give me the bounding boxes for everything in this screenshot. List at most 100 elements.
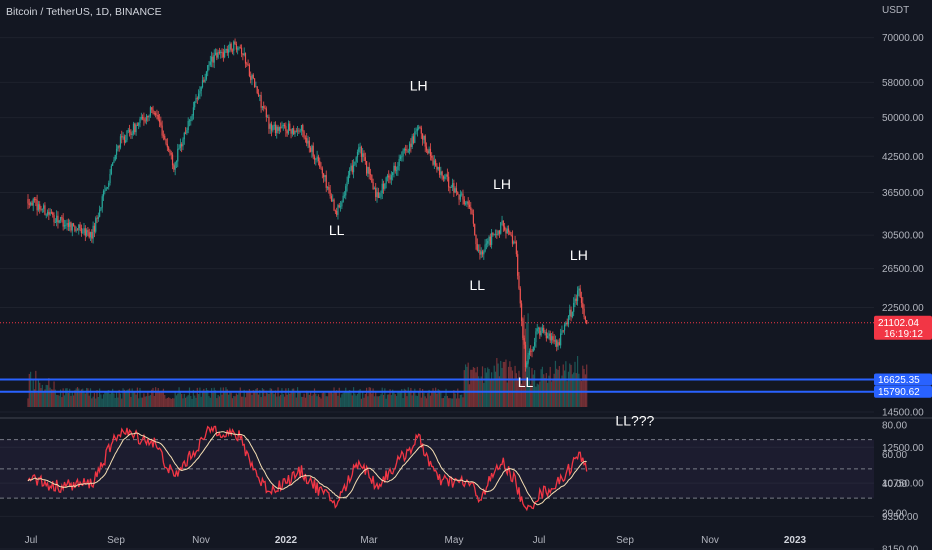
price-axis[interactable]: 70000.00 58000.00 50000.00 42500.00 36500.00… — [874, 33, 932, 550]
volume-bar — [217, 395, 219, 407]
candle-body — [433, 160, 435, 165]
candle-body — [500, 222, 502, 234]
candle-body — [157, 114, 159, 120]
volume-bar — [161, 390, 163, 407]
volume-bar — [375, 392, 377, 407]
candle-body — [147, 115, 149, 118]
volume-bar — [178, 387, 180, 407]
volume-bar — [268, 393, 270, 407]
volume-bar — [28, 373, 30, 407]
candle-body — [127, 130, 129, 132]
volume-bar — [472, 367, 474, 407]
candle-body — [481, 251, 484, 255]
candle-body — [303, 131, 305, 138]
candle-body — [40, 209, 42, 211]
candle-body — [158, 119, 161, 123]
candle-body — [143, 118, 145, 121]
volume-bar — [222, 387, 224, 407]
candle-body — [583, 308, 585, 317]
candle-body — [432, 157, 434, 165]
volume-bar — [319, 396, 321, 407]
candle-body — [227, 49, 230, 53]
candle-body — [113, 160, 115, 163]
candle-body — [194, 101, 196, 108]
volume-bar — [402, 398, 404, 407]
candle-body — [274, 124, 277, 134]
horizontal-levels[interactable] — [0, 378, 874, 393]
candle-body — [493, 234, 495, 236]
candle-body — [408, 143, 411, 151]
volume-bar — [31, 392, 33, 407]
volume-bar — [539, 381, 541, 407]
candle-body — [311, 145, 313, 152]
volume-bar — [586, 364, 588, 407]
candle-body — [177, 148, 179, 162]
candle-body — [578, 288, 580, 291]
candle-body — [33, 198, 36, 200]
time-axis[interactable]: Jul Sep Nov 2022 Mar May Jul Sep Nov 2023 — [25, 535, 807, 546]
volume-bar — [227, 394, 230, 407]
candle-body — [514, 241, 516, 243]
candle-body — [174, 162, 176, 170]
candle-body — [57, 215, 59, 223]
volume-bar — [43, 391, 45, 407]
annotation-label: LH — [410, 78, 428, 94]
candle-body — [310, 147, 312, 152]
candle-body — [192, 107, 194, 116]
candle-body — [104, 190, 106, 192]
candle-body — [178, 147, 180, 149]
level-price-tag — [874, 373, 932, 386]
candle-body — [218, 51, 221, 54]
candle-body — [403, 148, 405, 151]
time-tick-label: Sep — [107, 535, 125, 546]
price-tick-label: 12500.00 — [882, 443, 924, 454]
candle-body — [41, 208, 43, 210]
candle-body — [345, 186, 347, 196]
candle-body — [414, 131, 416, 143]
candle-body — [267, 116, 269, 118]
candle-body — [489, 236, 491, 245]
candle-body — [243, 53, 245, 56]
volume-bar — [117, 397, 119, 407]
candle-body — [549, 333, 551, 341]
candle-body — [584, 316, 586, 321]
volume-bar — [580, 381, 583, 407]
candle-body — [126, 130, 128, 141]
volume-bar — [453, 390, 455, 407]
candle-body — [527, 355, 529, 363]
candle-body — [571, 311, 573, 317]
candle-body — [37, 204, 40, 211]
volume-bar — [102, 394, 105, 407]
volume-bar — [108, 390, 110, 407]
candle-body — [317, 156, 320, 162]
volume-bar — [216, 398, 218, 407]
volume-bar — [88, 395, 90, 407]
volume-bar — [41, 384, 43, 407]
volume-bar — [489, 378, 491, 407]
candle-body — [363, 153, 365, 158]
volume-bar — [40, 388, 42, 407]
time-tick-label: Jul — [533, 535, 546, 546]
volume-bar — [79, 392, 81, 407]
volume-bar — [398, 392, 400, 407]
volume-bar — [265, 390, 267, 407]
candle-body — [356, 151, 359, 158]
candle-body — [368, 167, 370, 174]
candle-body — [574, 298, 576, 303]
volume-bar — [295, 397, 297, 407]
candle-body — [102, 190, 105, 197]
volume-bar — [445, 388, 447, 407]
volume-bar — [550, 381, 553, 407]
candle-body — [491, 232, 493, 245]
candle-body — [293, 128, 295, 135]
volume-bar — [323, 391, 325, 407]
candle-body — [76, 229, 79, 231]
candle-body — [187, 121, 189, 131]
candle-body — [483, 251, 485, 255]
candle-body — [191, 115, 193, 121]
volume-bar — [63, 395, 66, 407]
price-tick-label: 50000.00 — [882, 113, 924, 124]
candle-body — [446, 174, 448, 177]
volume-bar — [93, 392, 96, 407]
